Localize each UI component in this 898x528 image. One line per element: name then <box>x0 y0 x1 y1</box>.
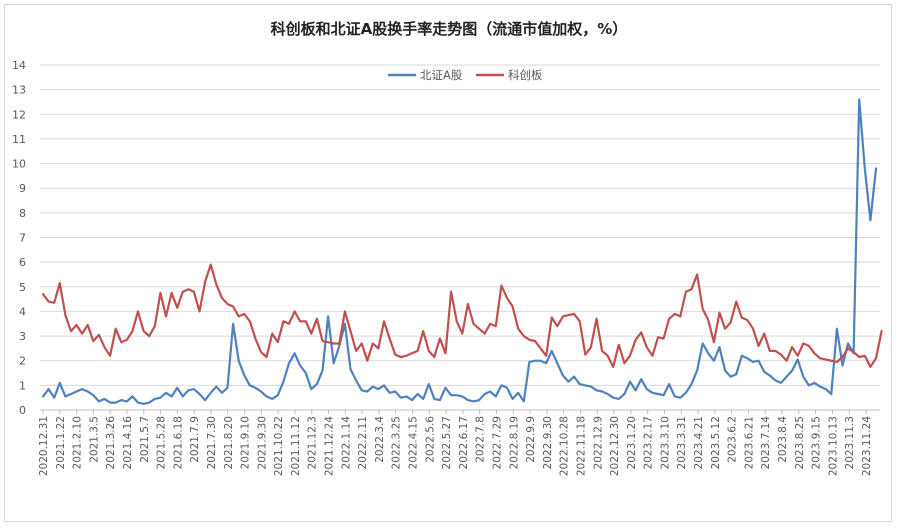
y-tick-label: 10 <box>12 158 26 171</box>
y-tick-label: 9 <box>19 182 26 195</box>
x-tick-label: 2021.6.18 <box>172 416 184 469</box>
x-tick-label: 2022.10.28 <box>559 416 571 476</box>
legend: 北证A股 科创板 <box>388 68 543 82</box>
x-tick-label: 2022.9.9 <box>525 416 537 463</box>
y-tick-label: 6 <box>19 256 26 269</box>
x-tick-label: 2023.8.4 <box>777 416 789 463</box>
x-tick-label: 2022.7.29 <box>491 416 503 469</box>
x-tick-label: 2022.5.6 <box>424 416 436 463</box>
x-tick-label: 2023.6.2 <box>727 416 739 463</box>
x-tick-label: 2021.9.10 <box>240 416 252 469</box>
y-tick-label: 11 <box>12 133 26 146</box>
x-tick-label: 2023.5.12 <box>710 416 722 469</box>
x-tick-label: 2021.11.12 <box>290 416 302 476</box>
x-tick-label: 2021.7.30 <box>206 416 218 469</box>
y-tick-label: 14 <box>12 59 26 72</box>
chart-title: 科创板和北证A股换手率走势图（流通市值加权，%） <box>270 20 628 38</box>
x-tick-label: 2021.5.28 <box>156 416 168 469</box>
x-tick-label: 2022.7.8 <box>475 416 487 463</box>
x-tick-label: 2023.3.31 <box>676 416 688 469</box>
x-tick-label: 2021.3.5 <box>88 416 100 463</box>
x-tick-label: 2021.8.20 <box>223 416 235 469</box>
y-tick-label: 12 <box>12 108 26 121</box>
legend-label: 科创板 <box>508 68 543 82</box>
x-tick-label: 2022.6.17 <box>458 416 470 469</box>
x-tick-label: 2021.7.9 <box>189 416 201 463</box>
y-tick-label: 1 <box>19 379 26 392</box>
series-line-0 <box>41 98 878 405</box>
x-tick-label: 2022.12.9 <box>592 416 604 469</box>
x-tick-label: 2023.4.21 <box>693 416 705 469</box>
x-tick-label: 2023.9.15 <box>811 416 823 469</box>
x-axis-ticks: 2020.12.31 2021.1.22 2021.2.10 2021.3.5 2021… <box>38 410 873 476</box>
x-tick-label: 2021.12.3 <box>307 416 319 469</box>
y-tick-label: 0 <box>19 404 26 417</box>
x-tick-label: 2022.12.30 <box>609 416 621 476</box>
x-tick-label: 2022.11.18 <box>575 416 587 476</box>
x-tick-label: 2022.3.25 <box>391 416 403 469</box>
y-tick-label: 3 <box>19 330 26 343</box>
x-tick-label: 2021.4.16 <box>122 416 134 470</box>
chart-frame <box>4 4 892 522</box>
x-tick-label: 2022.2.11 <box>357 416 369 469</box>
x-tick-label: 2022.5.27 <box>441 416 453 469</box>
x-tick-label: 2022.4.15 <box>408 416 420 469</box>
x-tick-label: 2021.5.7 <box>139 416 151 463</box>
series-lines <box>41 98 883 405</box>
y-tick-label: 7 <box>19 232 26 245</box>
x-tick-label: 2021.3.26 <box>105 416 117 470</box>
x-tick-label: 2023.10.13 <box>827 416 839 476</box>
x-tick-label: 2023.11.24 <box>861 416 873 476</box>
y-tick-label: 13 <box>12 84 26 97</box>
gridlines <box>40 64 880 411</box>
x-tick-label: 2021.10.22 <box>273 416 285 476</box>
x-tick-label: 2023.3.10 <box>659 416 671 469</box>
x-tick-label: 2022.9.30 <box>542 416 554 469</box>
x-tick-label: 2021.1.22 <box>55 416 67 469</box>
x-tick-label: 2021.2.10 <box>72 416 84 469</box>
y-tick-label: 5 <box>19 281 26 294</box>
legend-label: 北证A股 <box>420 68 463 82</box>
x-tick-label: 2022.1.14 <box>340 416 352 470</box>
x-tick-label: 2022.8.19 <box>508 416 520 469</box>
y-tick-label: 8 <box>19 207 26 220</box>
x-tick-label: 2020.12.31 <box>38 416 50 476</box>
series-line-1 <box>41 263 883 368</box>
x-tick-label: 2023.6.21 <box>743 416 755 469</box>
y-tick-label: 2 <box>19 355 26 368</box>
x-tick-label: 2023.1.20 <box>626 416 638 469</box>
x-tick-label: 2021.12.24 <box>324 416 336 476</box>
y-tick-label: 4 <box>19 305 26 318</box>
x-tick-label: 2023.7.14 <box>760 416 772 470</box>
x-tick-label: 2023.8.25 <box>794 416 806 469</box>
x-tick-label: 2023.2.17 <box>643 416 655 469</box>
x-tick-label: 2021.9.30 <box>256 416 268 469</box>
x-tick-label: 2023.11.3 <box>844 416 856 469</box>
x-tick-label: 2022.3.4 <box>374 416 386 463</box>
